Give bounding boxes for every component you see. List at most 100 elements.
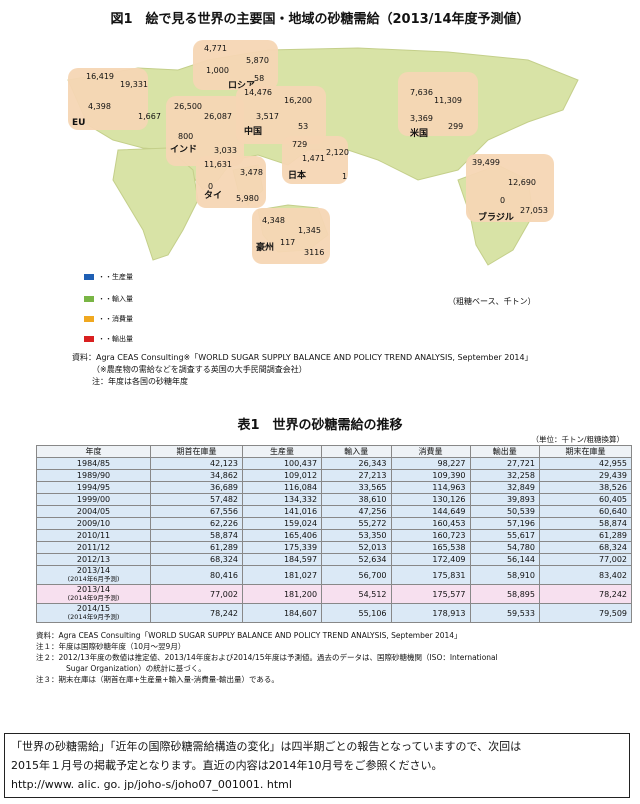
table-title: 表1 世界の砂糖需給の推移 — [237, 418, 403, 433]
cell-year: 2013/14 (2014年9月予測) — [35, 584, 152, 604]
eu-consumption: 19,331 — [120, 80, 148, 89]
russia-export: 58 — [254, 74, 265, 83]
table-cell: 184,607 — [242, 603, 323, 623]
table-cell: 184,597 — [242, 553, 323, 566]
table-row: 2009/10 62,226 159,024 55,272 160,453 57,196 5… — [35, 517, 633, 530]
table-cell: 68,324 — [150, 553, 244, 566]
table-cell: 36,689 — [150, 481, 244, 494]
australia-import: 117 — [280, 238, 296, 247]
table-cell: 60,405 — [538, 493, 633, 506]
table-cell: 57,482 — [150, 493, 244, 506]
usa-production: 7,636 — [410, 88, 433, 97]
table-cell: 141,016 — [242, 505, 323, 518]
table-cell: 160,453 — [390, 517, 471, 530]
year-label: 2010/11 — [76, 531, 111, 540]
col-production: 生産量 — [242, 445, 323, 458]
cell-year: 1984/85 — [35, 457, 152, 470]
region-china — [236, 86, 326, 144]
cell-year: 2010/11 — [35, 529, 152, 542]
year-label: 1999/00 — [76, 495, 111, 504]
year-sublabel: (2014年6月予測) — [67, 575, 120, 583]
table-header-row: 年度 期首在庫量 生産量 輸入量 消費量 輸出量 期末在庫量 — [35, 445, 633, 458]
table-cell: 59,533 — [469, 603, 540, 623]
china-production: 14,476 — [244, 88, 272, 97]
table-cell: 78,242 — [538, 584, 633, 604]
table-note-2-cont: Sugar Organization）の統計に基づく。 — [66, 664, 206, 673]
brazil-consumption: 12,690 — [508, 178, 536, 187]
brazil-export: 27,053 — [520, 206, 548, 215]
table-note-2: 注２：2012/13年度の数値は推定値、2013/14年度および2014/15年… — [36, 653, 498, 662]
legend-swatch-consumption — [84, 316, 94, 322]
table-cell: 56,700 — [321, 565, 392, 585]
cell-year: 2004/05 — [35, 505, 152, 518]
cell-year: 2013/14 (2014年6月予測) — [35, 565, 152, 585]
table-notes: 資料：Agra CEAS Consulting「WORLD SUGAR SUPP… — [36, 630, 632, 685]
table-cell: 38,526 — [538, 481, 633, 494]
table-cell: 56,144 — [469, 553, 540, 566]
year-sublabel: (2014年9月予測) — [67, 613, 120, 621]
region-label-china: 中国 — [244, 127, 263, 137]
notice-url[interactable]: http://www. alic. go. jp/joho-s/joho07_0… — [11, 778, 292, 791]
table-row: 1999/00 57,482 134,332 38,610 130,126 39,893 6… — [35, 493, 633, 506]
table-unit: （単位：千トン/粗糖換算） — [531, 435, 624, 444]
brazil-production: 39,499 — [472, 158, 500, 167]
table-row: 2013/14 (2014年6月予測) 80,416 181,027 56,700 175… — [35, 565, 633, 585]
table-cell: 58,874 — [538, 517, 633, 530]
australia-export: 3116 — [304, 248, 325, 257]
world-map: EU 16,419 4,398 19,331 1,667 ロシア 4,771 1… — [58, 30, 588, 270]
cell-year: 1999/00 — [35, 493, 152, 506]
table-row: 2014/15 (2014年9月予測) 78,242 184,607 55,106 178… — [35, 603, 633, 623]
year-label: 2004/05 — [76, 507, 111, 516]
usa-export: 299 — [448, 122, 464, 131]
table-cell: 175,339 — [242, 541, 323, 554]
table-cell: 55,272 — [321, 517, 392, 530]
year-label: 1994/95 — [76, 483, 111, 492]
region-label-usa: 米国 — [410, 129, 429, 139]
region-eu — [68, 68, 148, 130]
india-consumption: 26,087 — [204, 112, 232, 121]
region-thailand — [196, 156, 266, 208]
table-cell: 61,289 — [150, 541, 244, 554]
table-cell: 58,910 — [469, 565, 540, 585]
table-cell: 57,196 — [469, 517, 540, 530]
cell-year: 2011/12 — [35, 541, 152, 554]
table-cell: 67,556 — [150, 505, 244, 518]
table-cell: 58,874 — [150, 529, 244, 542]
col-opening-stock: 期首在庫量 — [150, 445, 244, 458]
table-cell: 54,512 — [321, 584, 392, 604]
table-cell: 130,126 — [390, 493, 471, 506]
table-cell: 38,610 — [321, 493, 392, 506]
table-note-3: 注３：期末在庫は（期首在庫+生産量+輸入量-消費量-輸出量）である。 — [36, 675, 279, 684]
year-label: 2014/15 — [76, 604, 111, 613]
year-label: 1989/90 — [76, 471, 111, 480]
col-import: 輸入量 — [321, 445, 392, 458]
legend-production: ・・生産量 — [84, 272, 133, 282]
year-label: 2013/14 — [76, 585, 111, 594]
col-closing-stock: 期末在庫量 — [538, 445, 633, 458]
japan-import: 1,471 — [302, 154, 325, 163]
table-cell: 165,406 — [242, 529, 323, 542]
col-year: 年度 — [35, 445, 152, 458]
table-cell: 60,640 — [538, 505, 633, 518]
japan-export: 1 — [342, 172, 348, 181]
figure-source-line: 資料：Agra CEAS Consulting※「WORLD SUGAR SUP… — [72, 353, 533, 362]
table-cell: 50,539 — [469, 505, 540, 518]
table-cell: 29,439 — [538, 469, 633, 482]
notice-line-2: 2015年１月号の掲載予定となります。直近の内容は2014年10月号をご参照くだ… — [11, 759, 443, 772]
table-cell: 134,332 — [242, 493, 323, 506]
china-export: 53 — [298, 122, 309, 131]
table-row: 2010/11 58,874 165,406 53,350 160,723 55,617 6… — [35, 529, 633, 542]
cell-year: 1989/90 — [35, 469, 152, 482]
table-cell: 80,416 — [150, 565, 244, 585]
legend-label-consumption: ・・消費量 — [98, 315, 133, 323]
region-label-brazil: ブラジル — [478, 213, 514, 223]
legend-swatch-production — [84, 274, 94, 280]
table-cell: 77,002 — [538, 553, 633, 566]
table-cell: 52,013 — [321, 541, 392, 554]
thailand-import: 0 — [208, 182, 214, 191]
table-cell: 175,577 — [390, 584, 471, 604]
region-label-india: インド — [170, 145, 198, 155]
table-cell: 175,831 — [390, 565, 471, 585]
usa-consumption: 11,309 — [434, 96, 462, 105]
india-export: 3,033 — [214, 146, 237, 155]
